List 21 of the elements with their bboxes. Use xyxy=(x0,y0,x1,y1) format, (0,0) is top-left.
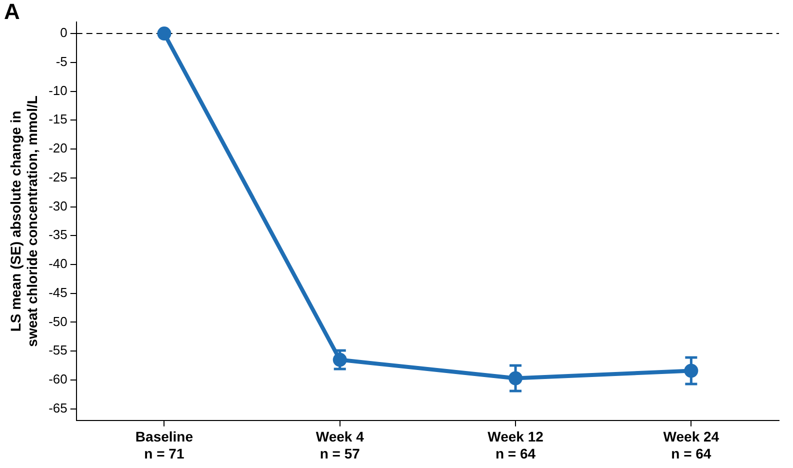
y-tick-label: -55 xyxy=(48,342,68,358)
x-tick-label: Week 24 n = 64 xyxy=(663,428,720,462)
x-tick-label: Week 4 n = 57 xyxy=(316,428,364,462)
y-tick-label: -30 xyxy=(48,198,68,214)
y-tick-label: -5 xyxy=(56,54,68,69)
x-tick-label: Week 12 n = 64 xyxy=(488,428,544,462)
y-tick-label: -60 xyxy=(48,372,68,387)
y-tick-label: -50 xyxy=(48,314,68,329)
y-tick-label: -10 xyxy=(48,82,68,98)
point xyxy=(157,26,172,41)
y-tick-label: -35 xyxy=(48,227,68,242)
y-tick-label: -65 xyxy=(48,400,68,416)
y-tick-label: -45 xyxy=(48,284,68,300)
y-tick-label: -15 xyxy=(48,112,68,127)
y-tick-label: -40 xyxy=(48,256,68,272)
y-tick-label: 0 xyxy=(60,25,68,40)
x-tick-label: Baseline n = 71 xyxy=(135,428,194,462)
y-tick-label: -25 xyxy=(48,169,68,184)
text: A xyxy=(4,0,20,24)
y-axis-title: LS mean (SE) absolute change in sweat chloride concentration, mmol/L xyxy=(7,95,40,347)
y-tick-label: -20 xyxy=(48,140,68,156)
